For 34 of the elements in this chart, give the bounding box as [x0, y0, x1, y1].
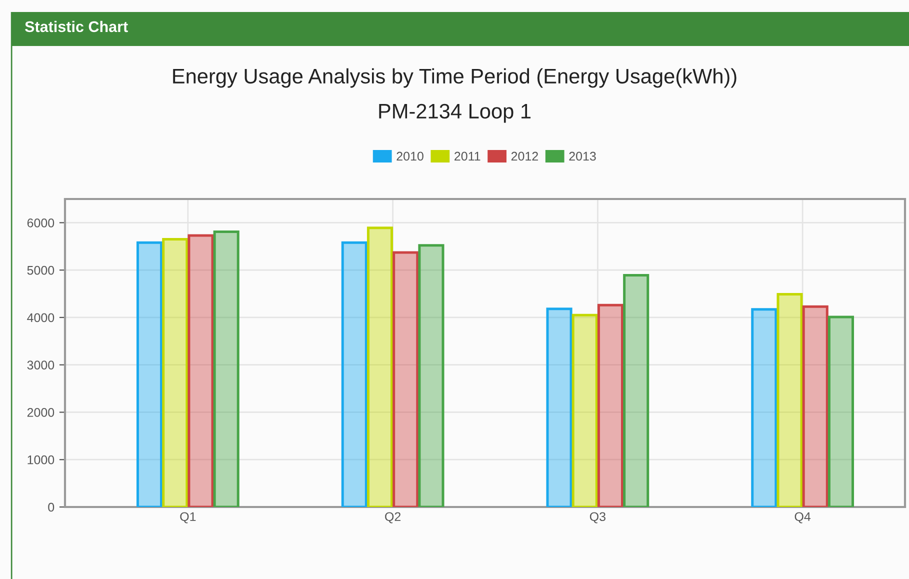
bar [751, 308, 778, 507]
legend-label: 2012 [511, 152, 538, 161]
y-tick-label: 6000 [27, 218, 54, 228]
x-tick-label: Q4 [794, 512, 811, 524]
bar [776, 292, 803, 507]
bar [828, 316, 854, 507]
x-tick-label: Q3 [590, 512, 606, 524]
bar [418, 244, 444, 507]
bar [188, 234, 214, 507]
bar [546, 308, 572, 507]
y-tick-label: 5000 [27, 266, 54, 275]
y-tick-label: 4000 [27, 313, 54, 322]
bar [802, 305, 828, 507]
bar [213, 230, 240, 507]
text: Statistic Chart [24, 20, 128, 32]
legend-label: 2010 [396, 152, 424, 161]
legend-label: 2011 [454, 152, 480, 161]
chart-title: Energy Usage Analysis by Time Period (Energy Usage(kWh)) [173, 68, 736, 88]
bar [366, 226, 394, 507]
bar [597, 304, 624, 507]
chart-subtitle: PM-2134 Loop 1 [379, 104, 531, 123]
bar [572, 314, 598, 507]
legend-label: 2013 [569, 152, 596, 161]
bar [162, 238, 188, 507]
bar [392, 251, 419, 507]
bar [136, 241, 163, 507]
y-tick-label: 3000 [27, 360, 54, 370]
y-tick-label: 0 [48, 502, 54, 512]
x-tick-label: Q2 [385, 512, 401, 524]
bar [623, 274, 650, 507]
x-tick-label: Q1 [180, 512, 196, 524]
y-tick-label: 2000 [27, 408, 54, 417]
bar [341, 241, 368, 507]
y-tick-label: 1000 [28, 455, 54, 464]
